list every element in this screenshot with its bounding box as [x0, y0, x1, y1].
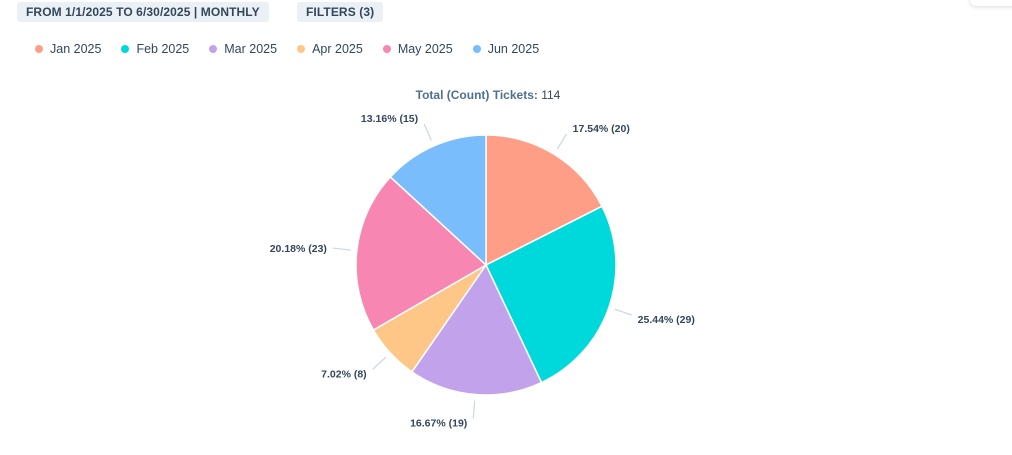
legend-label: Jan 2025	[50, 42, 102, 56]
chart-title-label: Total (Count) Tickets:	[415, 88, 538, 102]
pie-slice[interactable]	[485, 205, 617, 384]
legend-swatch	[472, 45, 481, 53]
pie-data-label: 17.54% (20)	[573, 123, 630, 135]
legend-label: Feb 2025	[136, 42, 190, 56]
pie-data-label: 13.16% (15)	[361, 113, 418, 125]
legend-swatch	[382, 45, 391, 53]
pie-slice[interactable]	[485, 134, 604, 267]
legend-item[interactable]: Jun 2025	[472, 42, 540, 56]
pie-slice[interactable]	[355, 175, 488, 332]
date-range-filter-chip[interactable]: FROM 1/1/2025 TO 6/30/2025 | MONTHLY	[17, 2, 269, 22]
pie-leader-line	[614, 308, 632, 316]
legend-swatch	[121, 45, 130, 53]
legend-item[interactable]: Jan 2025	[35, 42, 101, 56]
legend-label: Apr 2025	[312, 42, 363, 56]
pie-data-label: 20.18% (23)	[270, 243, 327, 255]
filters-chip[interactable]: FILTERS (3)	[297, 2, 384, 22]
legend-item[interactable]: Feb 2025	[121, 42, 189, 56]
chart-total-value: 114	[541, 88, 561, 102]
legend-item[interactable]: May 2025	[382, 42, 453, 56]
legend-swatch	[209, 45, 218, 53]
pie-data-label: 16.67% (19)	[410, 417, 467, 429]
legend-label: Mar 2025	[224, 42, 278, 56]
legend-label: Jun 2025	[487, 42, 540, 56]
pie-leader-line	[372, 356, 387, 370]
pie-data-label: 7.02% (8)	[321, 368, 367, 380]
chart-title: Total (Count) Tickets: 114	[0, 88, 976, 102]
pie-leader-line	[423, 123, 432, 141]
chart-legend: Jan 2025 Feb 2025 Mar 2025 Apr 2025 May …	[35, 42, 539, 56]
pie-leader-line	[556, 133, 568, 150]
legend-swatch	[35, 45, 43, 53]
pie-data-label: 25.44% (29)	[638, 314, 695, 326]
pie-slice[interactable]	[410, 263, 543, 396]
legend-label: May 2025	[397, 42, 453, 56]
pie-slice[interactable]	[389, 134, 487, 267]
corner-panel	[970, 0, 1012, 6]
legend-item[interactable]: Apr 2025	[297, 42, 363, 56]
pie-leader-line	[332, 247, 351, 251]
pie-leader-line	[472, 400, 476, 419]
legend-swatch	[297, 45, 306, 53]
legend-item[interactable]: Mar 2025	[209, 42, 277, 56]
